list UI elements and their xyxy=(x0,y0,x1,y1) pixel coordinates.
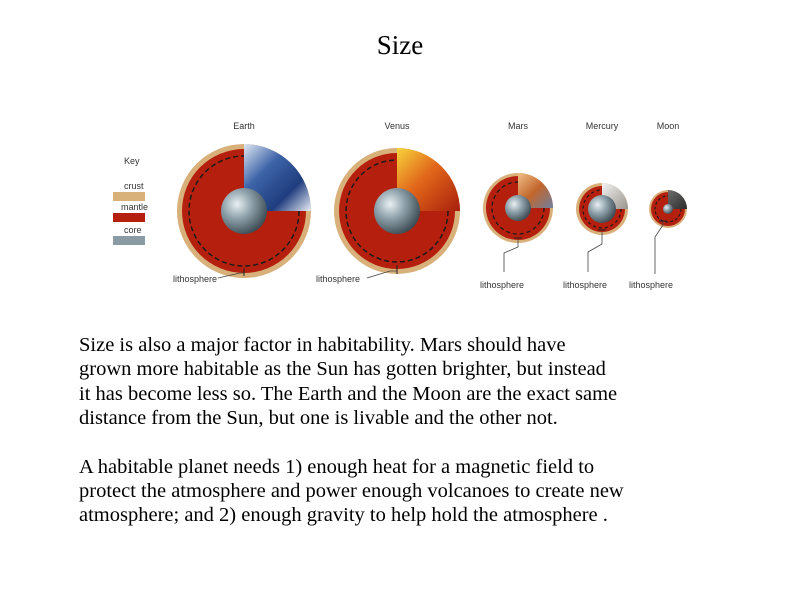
text-line: atmosphere; and 2) enough gravity to hel… xyxy=(79,504,608,527)
key-crust-label: crust xyxy=(124,181,144,191)
mercury-lithosphere-label: lithosphere xyxy=(563,280,607,290)
text-line: A habitable planet needs 1) enough heat … xyxy=(79,455,595,478)
venus-name: Venus xyxy=(384,121,410,131)
earth-diagram: Earth lithosphere xyxy=(173,121,311,284)
venus-diagram: Venus lithosphere xyxy=(316,121,460,284)
mars-lithosphere-label: lithosphere xyxy=(480,280,524,290)
moon-lithosphere-label: lithosphere xyxy=(629,280,673,290)
venus-lithosphere-label: lithosphere xyxy=(316,274,360,284)
key-mantle-swatch xyxy=(113,213,145,222)
key-core-swatch xyxy=(113,236,145,245)
mercury-diagram: Mercury lithosphere xyxy=(563,121,628,290)
text-line: grown more habitable as the Sun has gott… xyxy=(79,358,606,381)
text-line: distance from the Sun, but one is livabl… xyxy=(79,407,558,430)
slide-title: Size xyxy=(376,30,424,60)
planet-interior-figure: Key crust mantle core Earth lithosphere … xyxy=(100,112,700,302)
paragraph-habitable-planet: A habitable planet needs 1) enough heat … xyxy=(79,455,739,528)
text-line: Size is also a major factor in habitabil… xyxy=(79,334,566,356)
mars-diagram: Mars lithosphere xyxy=(480,121,553,290)
body-text: Size is also a major factor in habitabil… xyxy=(79,333,739,528)
key-mantle-label: mantle xyxy=(121,202,148,212)
moon-diagram: Moon lithosphere xyxy=(629,121,687,290)
moon-name: Moon xyxy=(657,121,680,131)
paragraph-size-factor: Size is also a major factor in habitabil… xyxy=(79,333,739,431)
key-heading: Key xyxy=(124,156,140,166)
key-core-label: core xyxy=(124,225,142,235)
earth-name: Earth xyxy=(233,121,255,131)
key-crust-swatch xyxy=(113,192,145,201)
text-line: it has become less so. The Earth and the… xyxy=(79,382,618,405)
mercury-name: Mercury xyxy=(586,121,619,131)
mars-name: Mars xyxy=(508,121,528,131)
earth-lithosphere-label: lithosphere xyxy=(173,274,217,284)
text-line: protect the atmosphere and power enough … xyxy=(79,480,624,503)
